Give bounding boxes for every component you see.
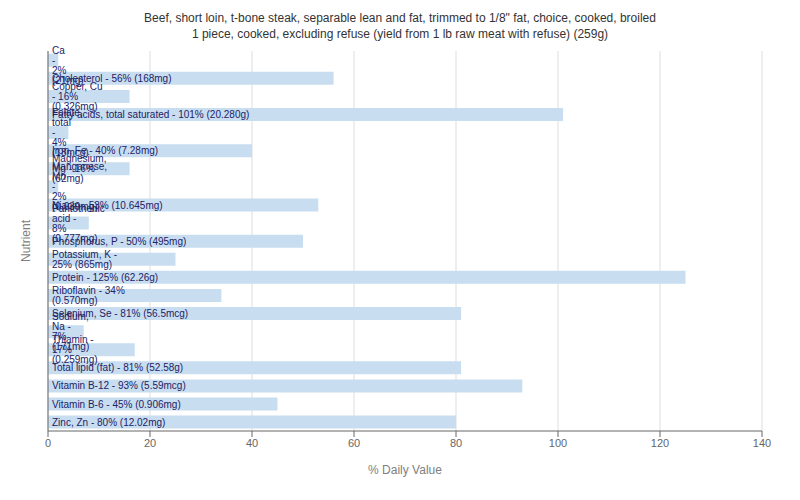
svg-text:140: 140: [753, 437, 771, 449]
svg-text:40: 40: [246, 437, 258, 449]
svg-text:Riboflavin - 34%(0.570mg): Riboflavin - 34%(0.570mg): [52, 285, 125, 306]
svg-text:Thiamin -17%(0.259mg): Thiamin -17%(0.259mg): [52, 334, 98, 365]
svg-text:80: 80: [450, 437, 462, 449]
svg-text:Protein - 125% (62.26g): Protein - 125% (62.26g): [52, 272, 158, 283]
svg-text:Zinc, Zn - 80% (12.02mg): Zinc, Zn - 80% (12.02mg): [52, 417, 165, 428]
svg-text:Magnesium,Mg - 16%(62mg): Magnesium,Mg - 16%(62mg): [52, 153, 106, 184]
svg-text:Nutrient: Nutrient: [19, 219, 33, 262]
svg-text:Vitamin B-6 - 45% (0.906mg): Vitamin B-6 - 45% (0.906mg): [52, 399, 181, 410]
svg-text:120: 120: [651, 437, 669, 449]
svg-text:60: 60: [348, 437, 360, 449]
svg-text:Total lipid (fat) - 81% (52.58: Total lipid (fat) - 81% (52.58g): [52, 362, 183, 373]
svg-text:Phosphorus, P - 50% (495mg): Phosphorus, P - 50% (495mg): [52, 236, 186, 247]
svg-text:% Daily Value: % Daily Value: [368, 463, 442, 477]
svg-text:Vitamin B-12 - 93% (5.59mcg): Vitamin B-12 - 93% (5.59mcg): [52, 380, 186, 391]
svg-text:0: 0: [45, 437, 51, 449]
svg-text:100: 100: [549, 437, 567, 449]
svg-text:20: 20: [144, 437, 156, 449]
svg-text:Potassium, K -25% (865mg): Potassium, K -25% (865mg): [52, 249, 117, 270]
